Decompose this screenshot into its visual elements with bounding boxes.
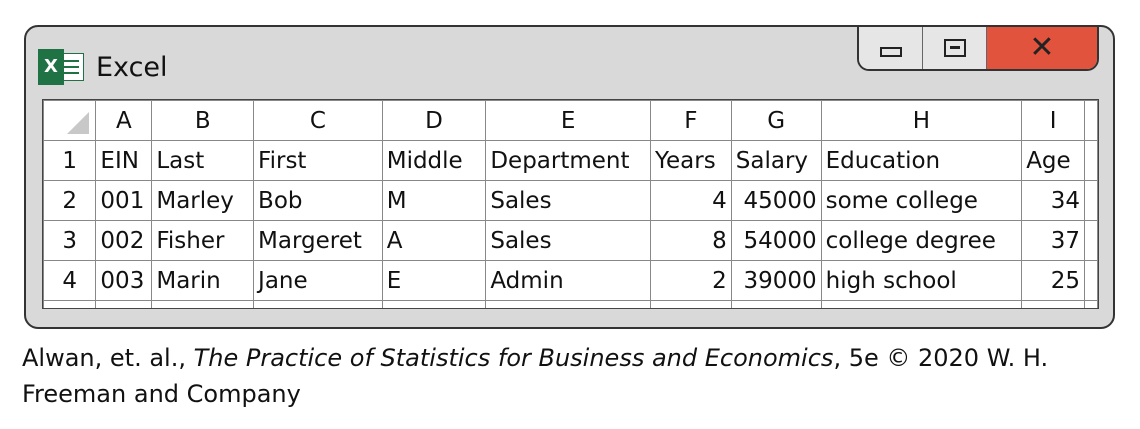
cell[interactable]: Margeret <box>253 220 383 261</box>
column-header-h[interactable]: H <box>820 100 1023 141</box>
worksheet-table: A B C D E F G H I 1 EIN Last First <box>43 100 1098 308</box>
table-row-partial <box>43 300 1098 308</box>
cell[interactable]: Middle <box>381 140 487 181</box>
row-header[interactable]: 1 <box>43 140 97 181</box>
cell[interactable]: Sales <box>485 220 652 261</box>
table-row: 2 001 Marley Bob M Sales 4 45000 some co… <box>43 180 1098 221</box>
column-header-g[interactable]: G <box>730 100 822 141</box>
minimize-icon <box>879 47 902 57</box>
cell[interactable]: 25 <box>1021 260 1085 301</box>
cell[interactable]: 39000 <box>730 260 822 301</box>
cell[interactable]: A <box>381 220 487 261</box>
cell[interactable]: Age <box>1021 140 1085 181</box>
cell[interactable]: Department <box>485 140 652 181</box>
cell[interactable]: Bob <box>253 180 383 221</box>
caption-book-title: The Practice of Statistics for Business … <box>193 344 834 372</box>
cell[interactable]: college degree <box>820 220 1023 261</box>
cell[interactable]: Salary <box>730 140 822 181</box>
caption-prefix: Alwan, et. al., <box>22 344 194 372</box>
minimize-button[interactable] <box>859 27 923 69</box>
cell[interactable]: some college <box>820 180 1023 221</box>
window-controls: ✕ <box>857 27 1099 71</box>
excel-window: X Excel ✕ <box>24 25 1115 329</box>
column-header-b[interactable]: B <box>151 100 255 141</box>
cell[interactable]: 001 <box>95 180 153 221</box>
cell[interactable]: 37 <box>1021 220 1085 261</box>
title-bar: X Excel <box>38 49 168 85</box>
maximize-icon <box>943 39 966 57</box>
cell[interactable]: Marin <box>151 260 255 301</box>
cell[interactable]: Years <box>650 140 732 181</box>
cell[interactable] <box>1084 220 1098 261</box>
cell[interactable] <box>1084 260 1098 301</box>
column-header-e[interactable]: E <box>485 100 652 141</box>
cell[interactable]: Last <box>151 140 255 181</box>
cell[interactable]: Marley <box>151 180 255 221</box>
cell[interactable] <box>1084 140 1098 181</box>
cell[interactable]: high school <box>820 260 1023 301</box>
table-row: 1 EIN Last First Middle Department Years… <box>43 140 1098 181</box>
row-header[interactable]: 4 <box>43 260 97 301</box>
cell[interactable]: Jane <box>253 260 383 301</box>
column-header-d[interactable]: D <box>381 100 487 141</box>
cell[interactable]: M <box>381 180 487 221</box>
close-icon: ✕ <box>1029 30 1055 65</box>
cell[interactable]: Fisher <box>151 220 255 261</box>
cell[interactable]: EIN <box>95 140 153 181</box>
column-header-i[interactable]: I <box>1021 100 1085 141</box>
cell[interactable]: 4 <box>650 180 732 221</box>
table-row: 3 002 Fisher Margeret A Sales 8 54000 co… <box>43 220 1098 261</box>
column-header-f[interactable]: F <box>650 100 732 141</box>
cell[interactable]: E <box>381 260 487 301</box>
row-header[interactable]: 3 <box>43 220 97 261</box>
maximize-button[interactable] <box>923 27 987 69</box>
column-header-a[interactable]: A <box>95 100 153 141</box>
close-button[interactable]: ✕ <box>987 27 1097 69</box>
cell[interactable]: 2 <box>650 260 732 301</box>
row-header[interactable]: 2 <box>43 180 97 221</box>
excel-logo-letter: X <box>38 49 64 85</box>
cell[interactable]: 002 <box>95 220 153 261</box>
column-header-row: A B C D E F G H I <box>43 100 1098 141</box>
caption-suffix: , 5e © 2020 W. H. Freeman and Company <box>22 344 1049 408</box>
source-caption: Alwan, et. al., The Practice of Statisti… <box>22 340 1122 412</box>
column-header-c[interactable]: C <box>253 100 383 141</box>
cell[interactable]: 8 <box>650 220 732 261</box>
app-title: Excel <box>96 51 168 83</box>
excel-logo-icon: X <box>38 49 86 85</box>
cell[interactable]: 34 <box>1021 180 1085 221</box>
cell[interactable]: First <box>253 140 383 181</box>
cell[interactable]: 45000 <box>730 180 822 221</box>
cell[interactable]: Admin <box>485 260 652 301</box>
cell[interactable]: Sales <box>485 180 652 221</box>
cell[interactable] <box>1084 180 1098 221</box>
spreadsheet-grid: A B C D E F G H I 1 EIN Last First <box>42 99 1099 309</box>
cell[interactable]: 54000 <box>730 220 822 261</box>
column-header-extra[interactable] <box>1084 100 1098 141</box>
cell[interactable]: 003 <box>95 260 153 301</box>
table-row: 4 003 Marin Jane E Admin 2 39000 high sc… <box>43 260 1098 301</box>
cell[interactable]: Education <box>820 140 1023 181</box>
select-all-corner[interactable] <box>43 100 97 141</box>
